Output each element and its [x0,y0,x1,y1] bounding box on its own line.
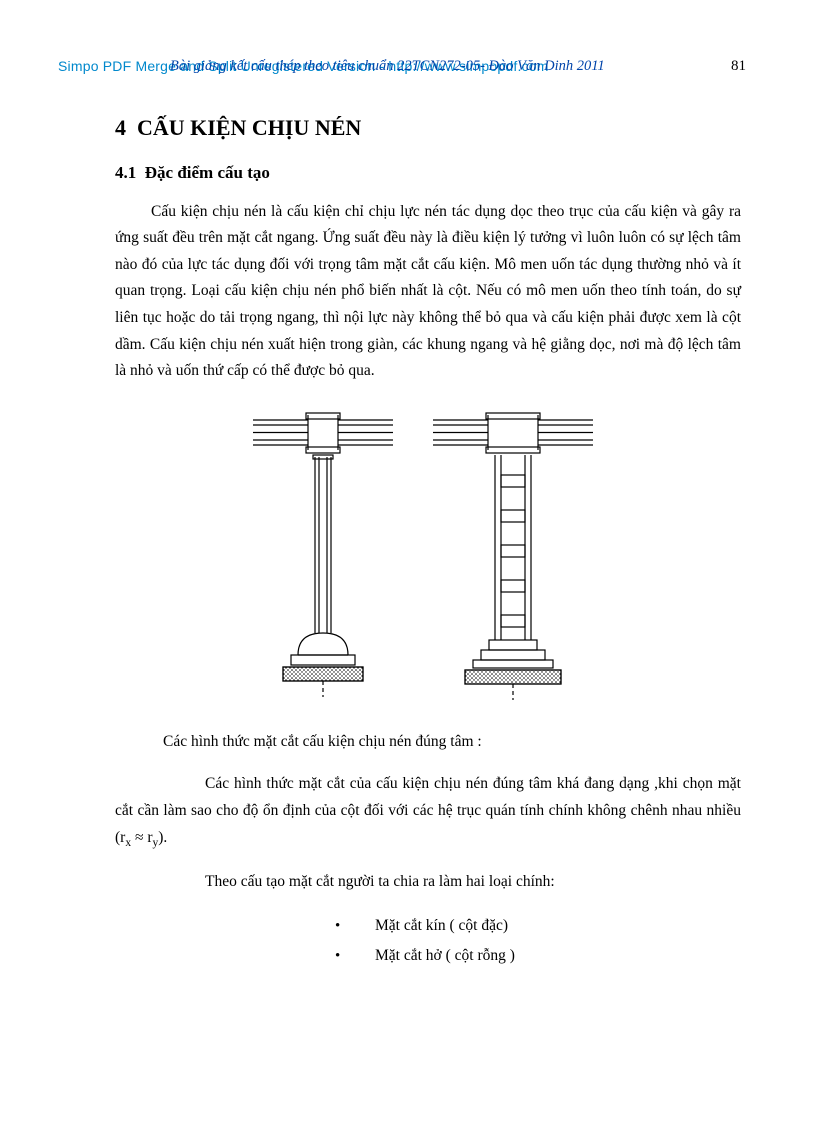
column-types-figure [115,405,741,705]
para3-mid: ≈ r [131,829,152,846]
bullet-item-2: Mặt cắt hở ( cột rỗng ) [335,941,741,971]
page-number: 81 [731,58,746,75]
paragraph-3: Các hình thức mặt cắt của cấu kiện chịu … [115,771,741,853]
bullet-item-1: Mặt cắt kín ( cột đặc) [335,911,741,941]
section-title: 4 CẤU KIỆN CHỊU NÉN [115,115,741,141]
paragraph-2: Các hình thức mặt cắt cấu kiện chịu nén … [115,729,741,756]
section-heading: CẤU KIỆN CHỊU NÉN [137,115,361,140]
section-number: 4 [115,115,126,140]
subsection-heading: Đặc điểm cấu tạo [145,163,270,182]
subsection-number: 4.1 [115,163,136,182]
bullet-list: Mặt cắt kín ( cột đặc) Mặt cắt hở ( cột … [115,911,741,970]
page-header: Bài giảng kết cấu thép theo tiêu chuẩn 2… [170,58,605,75]
subsection-title: 4.1 Đặc điểm cấu tạo [115,163,741,183]
paragraph-4: Theo cấu tạo mặt cắt người ta chia ra là… [115,869,741,896]
para3-end: ). [158,829,167,846]
para3-main: Các hình thức mặt cắt của cấu kiện chịu … [115,775,741,845]
paragraph-1: Cấu kiện chịu nén là cấu kiện chỉ chịu l… [115,199,741,386]
